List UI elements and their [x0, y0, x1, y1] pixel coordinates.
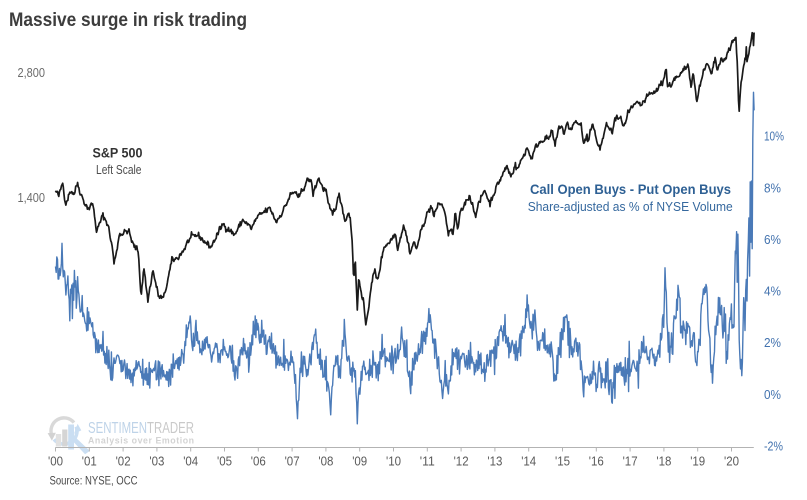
svg-text:Call Open Buys - Put Open Buys: Call Open Buys - Put Open Buys — [530, 182, 731, 197]
svg-text:Source: NYSE, OCC: Source: NYSE, OCC — [50, 474, 138, 488]
svg-text:10%: 10% — [764, 130, 784, 144]
svg-text:'16: '16 — [589, 454, 604, 468]
svg-text:'10: '10 — [386, 454, 401, 468]
svg-text:4%: 4% — [764, 285, 781, 299]
svg-text:'02: '02 — [116, 454, 131, 468]
svg-text:'06: '06 — [251, 454, 266, 468]
svg-text:SENTIMENTRADER: SENTIMENTRADER — [88, 420, 194, 437]
svg-text:'01: '01 — [82, 454, 97, 468]
svg-text:'19: '19 — [690, 454, 705, 468]
svg-text:'09: '09 — [352, 454, 367, 468]
svg-text:2,800: 2,800 — [18, 66, 46, 80]
svg-text:'18: '18 — [656, 454, 671, 468]
svg-text:6%: 6% — [764, 233, 781, 247]
svg-text:'14: '14 — [521, 454, 536, 468]
svg-text:-2%: -2% — [764, 439, 783, 453]
svg-text:'12: '12 — [454, 454, 469, 468]
svg-text:0%: 0% — [764, 388, 781, 402]
svg-text:'03: '03 — [149, 454, 164, 468]
svg-text:Share-adjusted as % of NYSE Vo: Share-adjusted as % of NYSE Volume — [528, 199, 733, 214]
svg-text:'04: '04 — [183, 454, 198, 468]
svg-text:8%: 8% — [764, 181, 781, 195]
svg-text:'17: '17 — [623, 454, 638, 468]
svg-text:S&P 500: S&P 500 — [93, 146, 143, 161]
svg-text:1,400: 1,400 — [18, 191, 46, 205]
svg-text:'07: '07 — [285, 454, 300, 468]
svg-text:'08: '08 — [318, 454, 333, 468]
svg-text:2%: 2% — [764, 336, 781, 350]
svg-text:'20: '20 — [724, 454, 739, 468]
svg-text:'05: '05 — [217, 454, 232, 468]
svg-text:'11: '11 — [420, 454, 435, 468]
svg-text:'15: '15 — [555, 454, 570, 468]
svg-text:Massive surge in risk trading: Massive surge in risk trading — [9, 10, 247, 31]
svg-text:'00: '00 — [48, 454, 63, 468]
svg-text:Left Scale: Left Scale — [96, 163, 142, 177]
svg-text:Analysis over Emotion: Analysis over Emotion — [88, 436, 194, 446]
svg-text:'13: '13 — [487, 454, 502, 468]
